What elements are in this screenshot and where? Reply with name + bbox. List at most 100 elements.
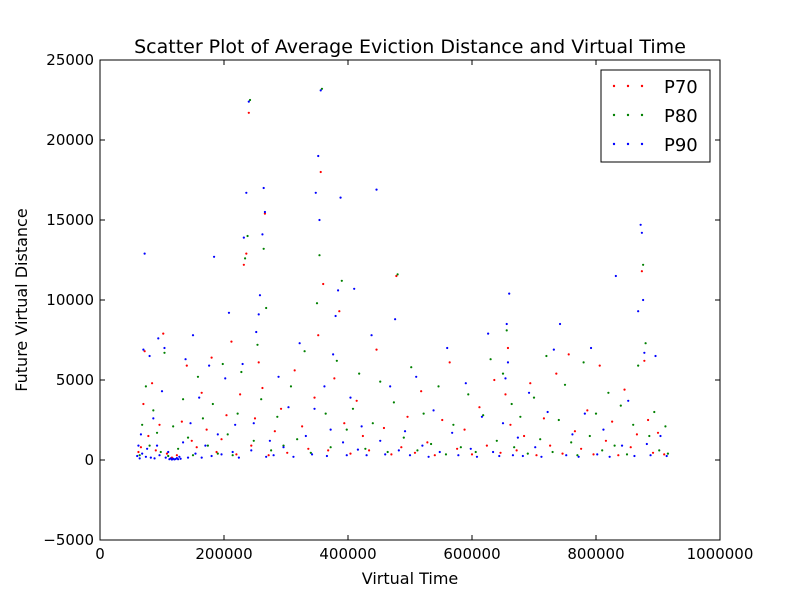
point-p70-11 xyxy=(175,454,178,457)
point-p90-80 xyxy=(334,314,337,318)
point-p80-17 xyxy=(211,402,214,406)
legend-marker xyxy=(626,84,630,88)
point-p90-117 xyxy=(506,361,510,364)
point-p90-95 xyxy=(394,318,397,321)
point-p70-85 xyxy=(586,409,589,412)
point-p70-44 xyxy=(327,449,330,452)
point-p90-124 xyxy=(540,455,543,458)
point-p70-74 xyxy=(515,449,518,452)
point-p70-50 xyxy=(361,434,364,438)
point-p90-108 xyxy=(469,447,472,450)
point-p90-107 xyxy=(464,382,467,385)
point-p90-77 xyxy=(325,454,329,458)
point-p80-0 xyxy=(138,454,141,457)
point-p80-77 xyxy=(545,354,548,358)
point-p70-96 xyxy=(646,418,650,422)
legend-marker xyxy=(626,113,630,117)
point-p80-12 xyxy=(186,436,190,439)
point-p90-104 xyxy=(446,346,449,350)
point-p90-67 xyxy=(292,455,295,458)
point-p70-8 xyxy=(162,332,165,335)
point-p80-86 xyxy=(601,449,604,452)
point-p90-106 xyxy=(457,454,460,457)
point-p90-135 xyxy=(608,455,611,458)
point-p90-92 xyxy=(379,439,382,442)
point-p90-4 xyxy=(141,452,144,455)
point-p90-121 xyxy=(521,454,524,458)
point-p90-13 xyxy=(155,444,159,447)
point-p80-11 xyxy=(181,398,185,401)
legend-box xyxy=(600,69,711,163)
point-p80-88 xyxy=(613,444,616,447)
point-p70-5 xyxy=(150,382,154,385)
point-p90-7 xyxy=(144,455,147,458)
point-p90-19 xyxy=(167,450,170,454)
point-p90-134 xyxy=(602,428,605,431)
point-p80-50 xyxy=(371,422,374,425)
x-tick-label: 800000 xyxy=(567,545,624,563)
point-p70-42 xyxy=(319,170,322,174)
point-p80-1 xyxy=(141,423,144,426)
point-p70-22 xyxy=(230,340,233,343)
point-p70-68 xyxy=(485,444,488,447)
point-p90-127 xyxy=(558,322,562,326)
point-p80-30 xyxy=(262,247,265,250)
point-p90-56 xyxy=(257,313,260,316)
point-p70-56 xyxy=(400,446,403,449)
point-p90-88 xyxy=(360,425,363,428)
point-p90-66 xyxy=(287,406,290,409)
point-p90-82 xyxy=(339,196,342,199)
point-p70-60 xyxy=(426,441,429,444)
chart-title: Scatter Plot of Average Eviction Distanc… xyxy=(134,36,686,58)
point-p80-98 xyxy=(664,425,667,428)
point-p70-61 xyxy=(433,454,436,457)
point-p70-36 xyxy=(286,451,289,454)
point-p70-20 xyxy=(220,438,223,441)
point-p90-8 xyxy=(146,447,149,450)
y-tick-label: −5000 xyxy=(43,531,94,549)
point-p90-33 xyxy=(189,422,192,425)
point-p70-65 xyxy=(463,428,466,431)
point-p80-53 xyxy=(392,401,395,404)
point-p70-64 xyxy=(456,447,459,450)
point-p90-34 xyxy=(191,334,195,337)
point-p70-29 xyxy=(253,417,257,420)
point-p80-25 xyxy=(246,234,249,238)
point-p70-88 xyxy=(604,439,608,442)
point-p70-37 xyxy=(293,369,296,372)
point-p80-95 xyxy=(648,434,651,438)
point-p90-54 xyxy=(252,422,255,425)
point-p70-0 xyxy=(137,450,140,454)
point-p80-6 xyxy=(159,450,162,454)
point-p90-17 xyxy=(163,346,166,350)
point-p70-99 xyxy=(663,453,666,456)
point-p90-102 xyxy=(432,409,435,412)
point-p70-94 xyxy=(640,270,643,273)
point-p80-37 xyxy=(303,350,306,353)
point-p90-113 xyxy=(498,454,501,458)
point-p90-57 xyxy=(258,294,262,297)
point-p90-140 xyxy=(637,310,640,313)
point-p70-93 xyxy=(635,433,639,436)
point-p90-94 xyxy=(389,385,392,388)
point-p90-137 xyxy=(620,444,624,447)
point-p80-18 xyxy=(216,452,219,455)
point-p70-84 xyxy=(580,447,583,450)
legend-marker xyxy=(626,142,630,146)
point-p70-90 xyxy=(617,454,620,457)
y-tick-label: 15000 xyxy=(46,211,94,229)
point-p70-58 xyxy=(413,451,417,454)
point-p80-74 xyxy=(526,452,529,455)
point-p80-34 xyxy=(282,444,285,447)
point-p90-73 xyxy=(317,154,320,158)
point-p70-73 xyxy=(509,423,512,426)
point-p80-72 xyxy=(513,446,516,449)
point-p80-71 xyxy=(510,402,513,406)
point-p90-63 xyxy=(272,454,275,457)
legend-marker xyxy=(640,113,644,117)
point-p70-17 xyxy=(205,428,208,431)
point-p80-31 xyxy=(265,306,268,310)
point-p70-89 xyxy=(611,420,614,423)
point-p90-115 xyxy=(504,377,507,380)
point-p90-120 xyxy=(516,436,519,439)
